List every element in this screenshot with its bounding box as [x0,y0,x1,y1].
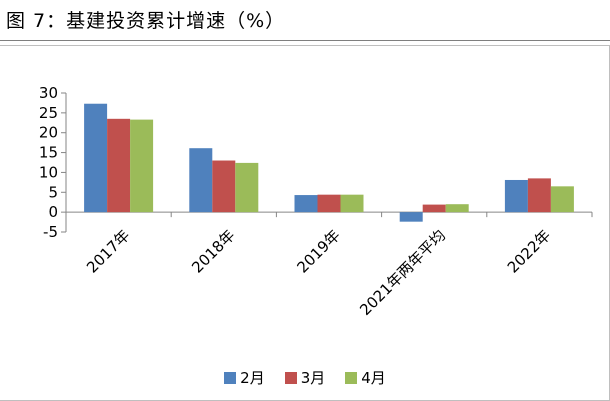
legend-label: 3月 [300,369,326,387]
bar [130,119,154,213]
x-category-label: 2019年 [293,226,343,276]
chart-title: 图 7：基建投资累计增速（%） [6,10,286,32]
bar [399,212,423,222]
legend-swatch [345,371,358,384]
bar [504,179,528,213]
legend-swatch [224,371,237,384]
bar [422,204,446,213]
legend-label: 2月 [240,369,265,387]
y-tick-label: 30 [39,84,58,102]
x-category-label: 2022年 [504,226,554,276]
title-divider [0,40,610,41]
y-tick-label: 15 [39,144,58,162]
y-tick-label: 10 [39,163,58,181]
legend-label: 4月 [361,369,386,387]
y-tick-label: -5 [43,223,58,241]
y-tick-label: 0 [48,203,58,221]
legend-item: 2月 [224,367,265,388]
bar [340,194,364,213]
bar [445,204,469,213]
bar [527,178,551,213]
y-tick-label: 25 [39,104,58,122]
legend-item: 3月 [284,367,326,388]
bar [550,186,574,213]
bar [84,103,108,213]
legend-swatch [284,371,297,384]
bar [235,162,259,213]
y-tick-label: 5 [48,183,58,201]
bar [212,160,236,213]
x-category-label: 2021年两年平均 [356,226,449,319]
y-tick-label: 20 [39,124,58,142]
x-category-label: 2018年 [188,226,238,276]
legend-item: 4月 [345,367,386,388]
bar [189,148,213,213]
bar [107,118,131,213]
x-category-label: 2017年 [83,226,133,276]
chart-legend: 2月 3月 4月 [0,367,610,388]
bar [294,195,318,213]
bar [317,194,341,213]
